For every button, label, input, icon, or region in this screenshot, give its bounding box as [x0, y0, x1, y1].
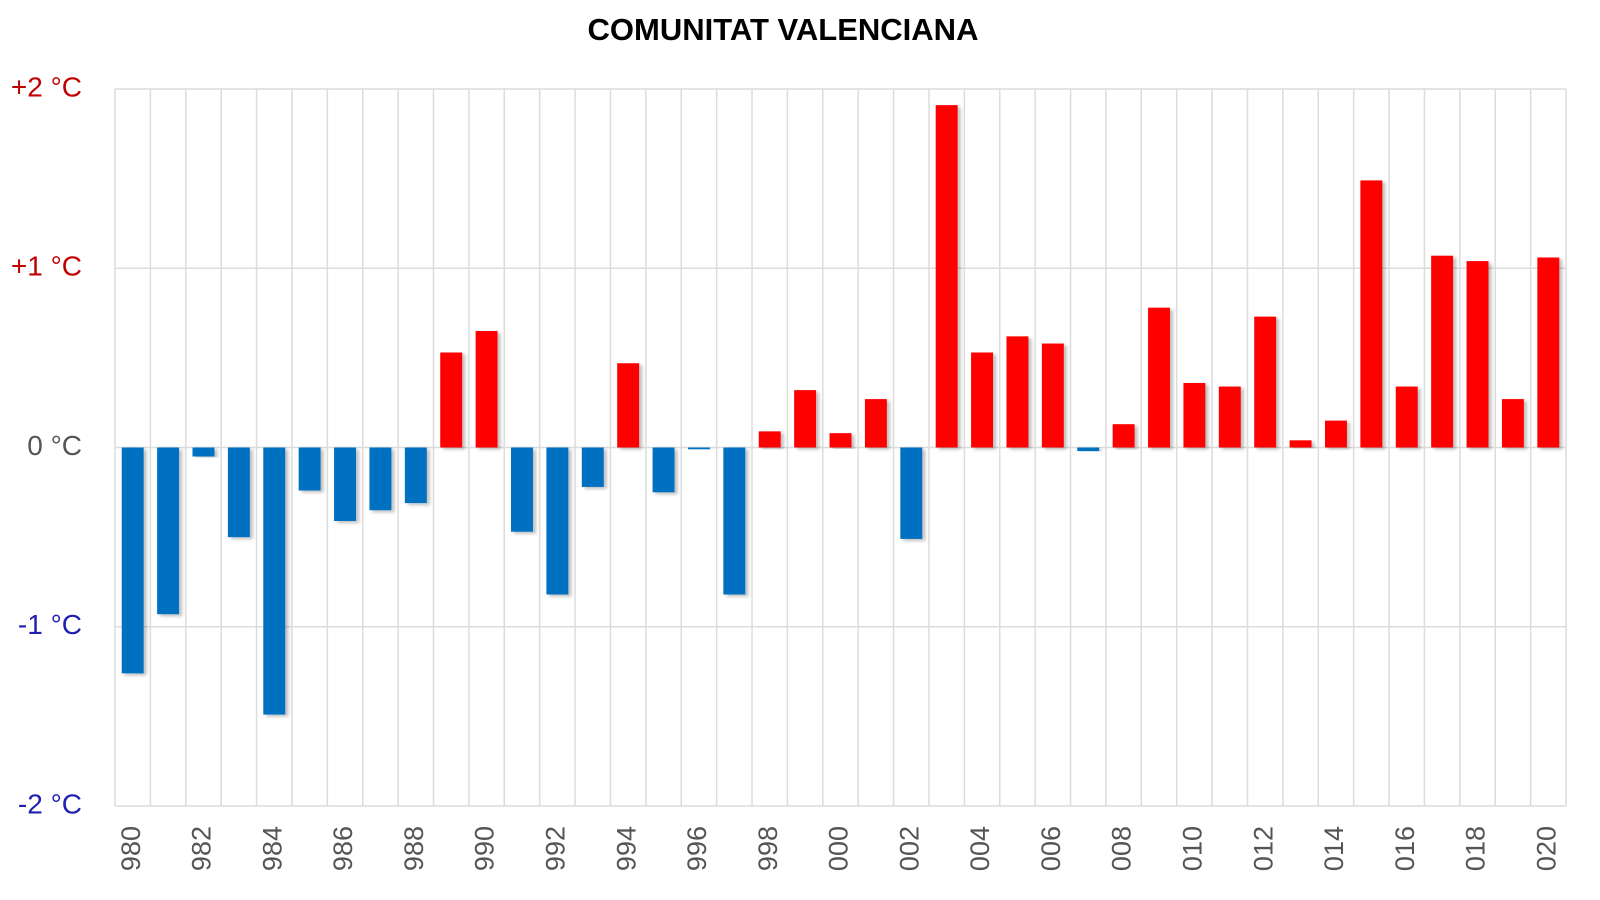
bar — [121, 447, 144, 674]
x-tick-label: 980 — [116, 826, 146, 871]
x-tick-label: 996 — [682, 826, 712, 871]
x-tick-label: 012 — [1248, 826, 1278, 871]
bar — [617, 363, 640, 448]
x-tick-label: 008 — [1107, 826, 1137, 871]
x-tick-label: 006 — [1036, 826, 1066, 871]
bar — [1289, 440, 1312, 448]
x-tick-label: 020 — [1531, 826, 1561, 871]
bar — [1183, 382, 1206, 448]
x-tick-label: 984 — [257, 826, 287, 871]
y-tick-label: +1 °C — [11, 251, 82, 282]
bar — [1431, 255, 1454, 448]
y-tick-label: -2 °C — [18, 788, 82, 819]
bar — [829, 433, 852, 448]
bar — [652, 447, 675, 493]
x-tick-label: 016 — [1390, 826, 1420, 871]
bar — [1006, 336, 1029, 448]
bar — [971, 352, 994, 448]
bar — [263, 447, 286, 715]
bar — [369, 447, 392, 511]
bar — [1501, 399, 1524, 448]
bar — [1077, 447, 1100, 452]
x-tick-label: 002 — [894, 826, 924, 871]
bar — [334, 447, 357, 521]
x-tick-label: 014 — [1319, 826, 1349, 871]
x-tick-label: 988 — [399, 826, 429, 871]
bar — [687, 447, 710, 450]
x-tick-label: 018 — [1461, 826, 1491, 871]
bar — [581, 447, 604, 487]
bar — [1395, 386, 1418, 448]
y-tick-label: -1 °C — [18, 609, 82, 640]
bar — [794, 390, 817, 448]
x-tick-label: 004 — [965, 826, 995, 871]
bar — [157, 447, 180, 615]
bar — [475, 330, 498, 448]
y-tick-label: +2 °C — [11, 71, 82, 102]
bar — [864, 399, 887, 448]
bar — [1360, 180, 1383, 448]
bar — [298, 447, 321, 491]
bar — [900, 447, 923, 539]
bar — [1466, 261, 1489, 448]
bar — [1218, 386, 1241, 448]
bar — [192, 447, 215, 457]
y-tick-label: 0 °C — [27, 430, 82, 461]
x-tick-label: 998 — [753, 826, 783, 871]
bar — [758, 431, 781, 448]
bar — [1112, 424, 1135, 448]
x-tick-label: 990 — [470, 826, 500, 871]
x-tick-label: 994 — [611, 826, 641, 871]
bar — [723, 447, 746, 595]
x-tick-label: 010 — [1178, 826, 1208, 871]
bar — [1254, 316, 1277, 448]
bar — [546, 447, 569, 595]
x-tick-label: 986 — [328, 826, 358, 871]
chart-title: COMUNITAT VALENCIANA — [588, 12, 979, 47]
x-tick-label: 982 — [187, 826, 217, 871]
bar — [1148, 307, 1170, 448]
bar — [440, 352, 463, 448]
bar — [511, 447, 533, 532]
bar — [404, 447, 427, 504]
bar — [1537, 257, 1560, 448]
x-tick-label: 992 — [541, 826, 571, 871]
bar — [227, 447, 250, 538]
bar — [1041, 343, 1064, 448]
bar — [1324, 420, 1347, 448]
x-tick-label: 000 — [824, 826, 854, 871]
bar — [935, 105, 958, 448]
